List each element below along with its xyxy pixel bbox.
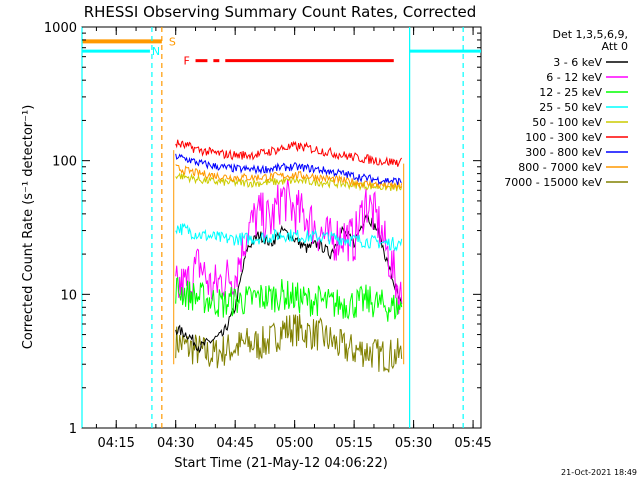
legend-entry-label: 7000 - 15000 keV xyxy=(504,176,602,189)
x-tick-label: 05:00 xyxy=(276,436,313,451)
y-axis: 1 10 100 1000 xyxy=(44,21,481,437)
series-line xyxy=(175,276,403,322)
x-axis-label: Start Time (21-May-12 04:06:22) xyxy=(174,456,388,471)
legend-header: Att 0 xyxy=(602,40,628,53)
series-line xyxy=(175,164,403,190)
legend: Det 1,3,5,6,9,Att 03 - 6 keV 6 - 12 keV 12… xyxy=(504,28,628,189)
vertical-markers xyxy=(81,27,464,428)
x-tick-label: 05:15 xyxy=(335,436,372,451)
x-tick-label: 05:30 xyxy=(395,436,432,451)
x-tick-label: 05:45 xyxy=(454,436,491,451)
legend-entry-label: 25 - 50 keV xyxy=(539,101,602,114)
x-tick-label: 04:30 xyxy=(157,436,194,451)
chart-title: RHESSI Observing Summary Count Rates, Co… xyxy=(84,3,477,21)
f-flag-label: F xyxy=(184,55,190,68)
legend-entry-label: 3 - 6 keV xyxy=(553,56,602,69)
legend-entry-label: 6 - 12 keV xyxy=(546,71,602,84)
s-flag-label: S xyxy=(169,35,176,48)
legend-entry-label: 300 - 800 keV xyxy=(525,146,602,159)
legend-entry-label: 800 - 7000 keV xyxy=(518,161,602,174)
x-axis: 04:15 04:30 04:45 05:00 05:15 05:30 05:45 xyxy=(95,27,492,451)
y-axis-label: Corrected Count Rate (s⁻¹ detector⁻¹) xyxy=(21,105,36,350)
series-line xyxy=(175,178,403,314)
legend-header: Det 1,3,5,6,9, xyxy=(552,28,628,41)
y-tick-label: 1 xyxy=(69,422,77,437)
y-tick-label: 100 xyxy=(52,155,77,170)
flag-bars: SN F xyxy=(82,35,481,68)
legend-entry-label: 100 - 300 keV xyxy=(525,131,602,144)
n-flag-label: N xyxy=(152,45,160,58)
series-line xyxy=(175,314,403,373)
y-tick-label: 1000 xyxy=(44,21,77,36)
legend-entry-label: 50 - 100 keV xyxy=(532,116,602,129)
generated-timestamp: 21-Oct-2021 18:49 xyxy=(561,468,637,477)
legend-entry-label: 12 - 25 keV xyxy=(539,86,602,99)
series-lines xyxy=(175,139,403,373)
y-tick-label: 10 xyxy=(60,288,77,303)
series-line xyxy=(175,223,403,252)
series-line xyxy=(175,153,402,186)
x-tick-label: 04:45 xyxy=(216,436,253,451)
series-line xyxy=(175,139,403,167)
x-tick-label: 04:15 xyxy=(97,436,134,451)
